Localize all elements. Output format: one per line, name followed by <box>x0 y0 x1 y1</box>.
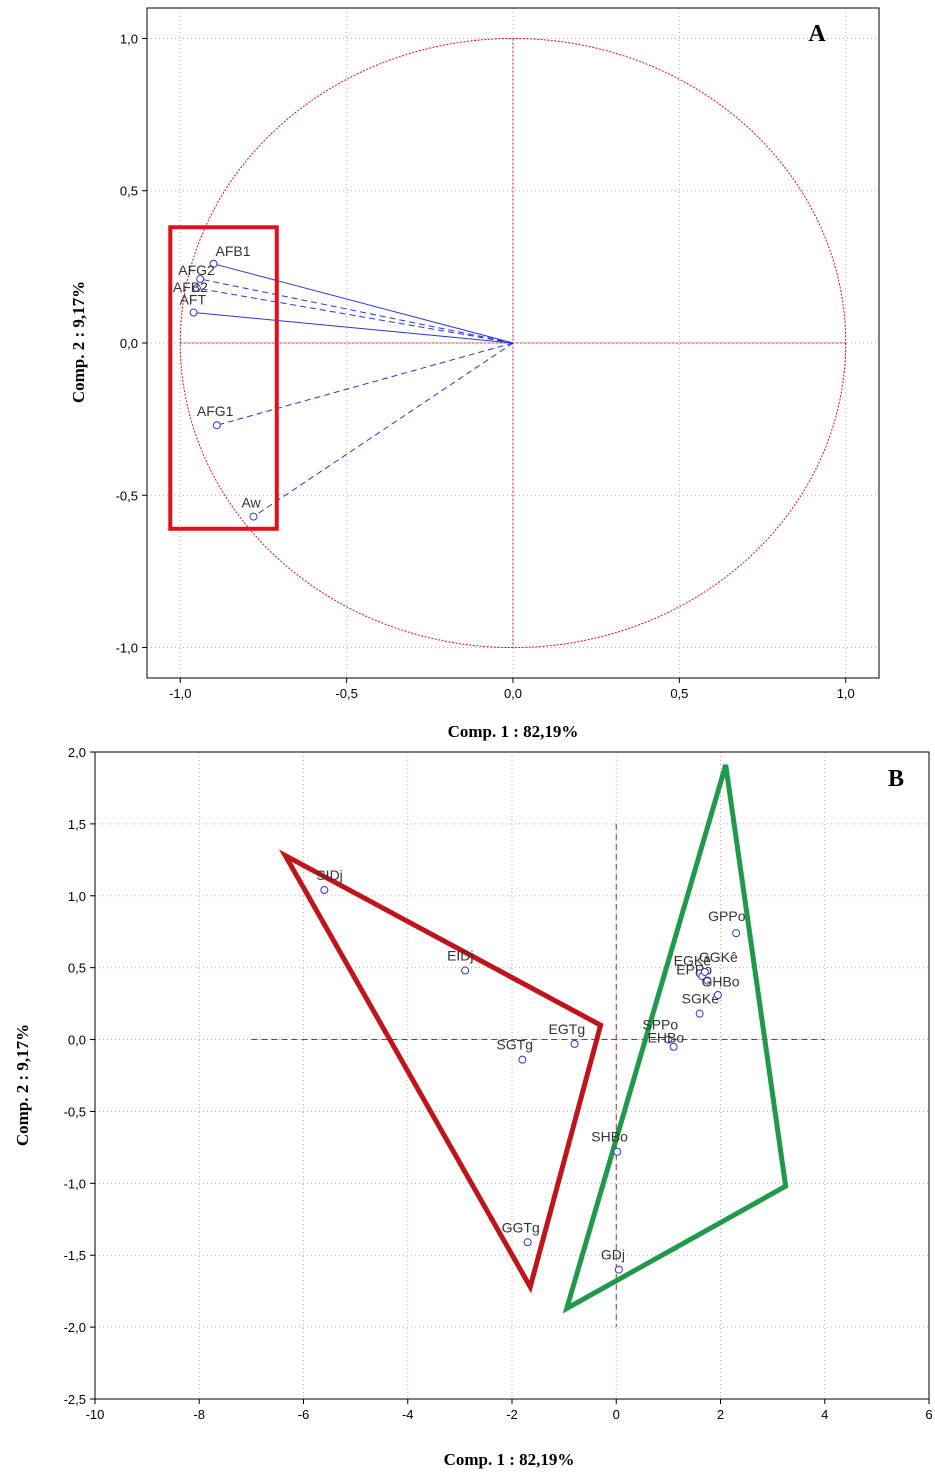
x-tick-label: -6 <box>298 1407 310 1422</box>
x-tick-label: 0,5 <box>670 686 688 701</box>
loading-point <box>209 259 218 268</box>
point-label: AFT <box>180 292 207 308</box>
y-tick-label: 0,5 <box>120 184 138 199</box>
loading-point <box>196 275 205 284</box>
loading-vector <box>213 263 514 344</box>
panel-a-correlation-circle: -1,0 -0,5 0,0 0,5 1,01,00,50,0-0,5-1,0AFB1AF… <box>69 7 880 741</box>
y-axis-label: Comp. 2 : 9,17% <box>13 1024 32 1146</box>
score-point <box>461 966 470 975</box>
x-tick-label: 2 <box>717 1407 724 1422</box>
x-axis-label: Comp. 1 : 82,19% <box>448 722 579 741</box>
point-label: AFG2 <box>178 262 215 278</box>
y-tick-label: 0,0 <box>120 336 138 351</box>
point-label: SPPo <box>642 1017 678 1033</box>
y-tick-label: -2,5 <box>64 1392 86 1407</box>
loading-vector <box>253 342 514 518</box>
x-tick-label: -2 <box>506 1407 518 1422</box>
loading-vector <box>196 287 514 344</box>
loading-point <box>189 308 198 317</box>
score-point <box>703 976 712 985</box>
loading-point <box>192 284 201 293</box>
y-tick-label: 1,5 <box>68 817 86 832</box>
x-axis-label: Comp. 1 : 82,19% <box>444 1450 575 1469</box>
point-label: GGKê <box>699 949 738 965</box>
score-point <box>570 1039 579 1048</box>
score-point <box>713 990 722 999</box>
point-label: EGKê <box>674 952 712 968</box>
point-label: GPPo <box>708 908 746 924</box>
x-tick-label: -1,0 <box>169 686 191 701</box>
y-tick-label: 2,0 <box>68 745 86 760</box>
score-point <box>732 929 741 938</box>
x-tick-label: 4 <box>821 1407 828 1422</box>
x-tick-label: 1,0 <box>837 686 855 701</box>
y-tick-label: 0,0 <box>68 1033 86 1048</box>
correlation-circle <box>179 37 847 649</box>
loading-vector <box>216 342 514 426</box>
plot-frame <box>94 751 930 1400</box>
y-tick-label: 1,0 <box>120 31 138 46</box>
panel-label: A <box>808 21 826 47</box>
x-tick-label: -8 <box>193 1407 205 1422</box>
y-tick-label: 0,5 <box>68 961 86 976</box>
y-tick-label: -1,0 <box>116 641 138 656</box>
y-tick-label: -0,5 <box>116 488 138 503</box>
score-point <box>613 1147 622 1156</box>
loading-vector <box>200 278 514 344</box>
score-point <box>669 1042 678 1051</box>
score-point <box>518 1055 527 1064</box>
point-label: SGKê <box>682 991 720 1007</box>
x-tick-label: -10 <box>86 1407 105 1422</box>
score-point <box>695 1009 704 1018</box>
panel-b-score-plot: -10 -8 -6 -4 -2 0 2 4 6 2,0 1,5 1,0 0,5 0,0 -0,5 -1,0 -1… <box>13 745 933 1469</box>
x-tick-label: 6 <box>925 1407 932 1422</box>
loading-point <box>249 512 258 521</box>
point-label: AFB1 <box>216 243 251 259</box>
point-label: EHBo <box>648 1030 685 1046</box>
point-label: SHBo <box>591 1129 628 1145</box>
loading-point <box>212 421 221 430</box>
x-tick-label: -0,5 <box>335 686 357 701</box>
score-point <box>320 886 329 895</box>
point-label: GGTg <box>502 1219 540 1235</box>
point-label: AFB2 <box>173 279 208 295</box>
highlight-box <box>168 225 279 531</box>
score-point <box>664 1035 673 1044</box>
x-tick-label: -4 <box>402 1407 414 1422</box>
score-point <box>700 967 709 976</box>
x-tick-label: 0,0 <box>504 686 522 701</box>
group-triangle-red <box>278 849 604 1294</box>
y-axis-label: Comp. 2 : 9,17% <box>69 281 88 403</box>
point-label: EIDj <box>447 948 473 964</box>
y-tick-label: -1,0 <box>64 1176 86 1191</box>
point-label: SIDj <box>316 867 342 883</box>
score-point <box>614 1265 623 1274</box>
plot-area <box>95 752 929 1399</box>
y-tick-label: 1,0 <box>68 889 86 904</box>
point-label: GHBo <box>701 974 739 990</box>
y-tick-label: -1,5 <box>64 1248 86 1263</box>
point-label: SGTg <box>496 1037 533 1053</box>
plot-frame <box>146 7 880 679</box>
point-label: GDj <box>601 1247 625 1263</box>
score-point <box>523 1238 532 1247</box>
point-label: EGTg <box>549 1021 586 1037</box>
panel-label: B <box>888 766 904 792</box>
loading-vector <box>193 312 514 344</box>
point-label: Aw <box>241 495 261 511</box>
y-tick-label: -0,5 <box>64 1104 86 1119</box>
y-tick-label: -2,0 <box>64 1320 86 1335</box>
point-label: AFG1 <box>197 403 234 419</box>
x-tick-label: 0 <box>613 1407 620 1422</box>
group-triangle-green <box>562 764 789 1314</box>
